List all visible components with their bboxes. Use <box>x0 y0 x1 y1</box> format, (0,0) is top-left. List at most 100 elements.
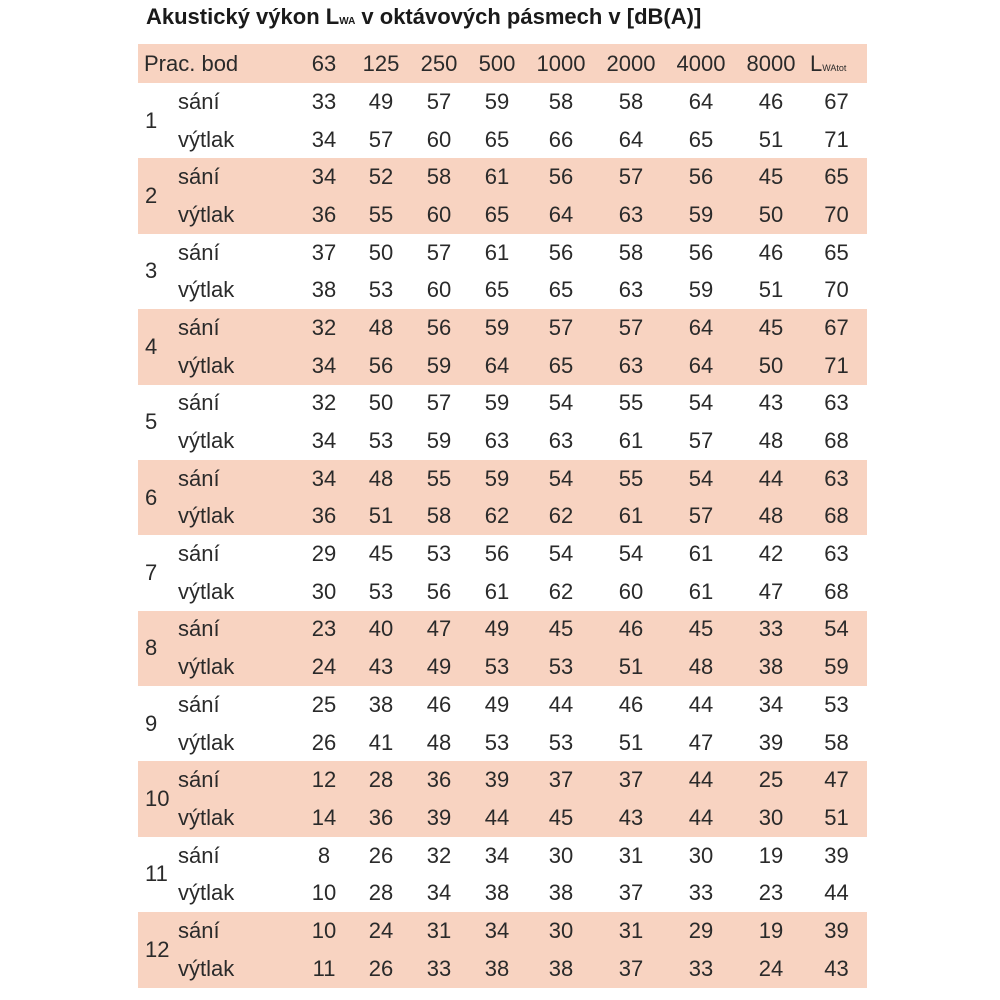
band-value-cell: 66 <box>548 126 574 152</box>
total-value-cell: 71 <box>824 126 849 152</box>
measurement-side-label: výtlak <box>178 428 235 454</box>
band-value-cell: 56 <box>666 158 737 197</box>
band-value-cell: 62 <box>526 497 597 536</box>
band-value-cell: 56 <box>410 309 469 347</box>
working-point-number: 8 <box>138 610 178 686</box>
band-value-cell: 26 <box>352 949 411 988</box>
band-value-cell: 56 <box>352 346 411 385</box>
total-value-cell: 65 <box>824 239 849 265</box>
working-point-number: 12 <box>138 912 178 988</box>
table-row: 2 sání 34 52 58 61 56 57 56 45 65 <box>138 158 868 234</box>
band-value-cell: 63 <box>548 428 574 454</box>
band-value-cell: 53 <box>368 277 394 303</box>
measurement-side-label: výtlak <box>178 126 235 152</box>
measurement-side-label: sání <box>178 459 297 498</box>
band-value-cell: 30 <box>688 842 714 868</box>
band-value-cell: 53 <box>368 428 394 454</box>
band-value-cell: 38 <box>548 880 574 906</box>
band-value-cell: 44 <box>468 799 527 837</box>
band-value-cell: 8 <box>317 842 331 868</box>
band-value-cell: 65 <box>468 196 527 234</box>
measurement-side-label: sání <box>178 610 297 649</box>
band-value-cell: 33 <box>311 88 337 114</box>
header-band: 63 <box>296 44 353 83</box>
band-value-cell: 45 <box>736 158 807 197</box>
band-value-cell: 64 <box>618 126 644 152</box>
band-value-cell: 54 <box>548 541 574 567</box>
band-value-cell: 59 <box>468 309 527 347</box>
band-value-cell: 10 <box>296 912 353 950</box>
band-value-cell: 34 <box>296 459 353 498</box>
measurement-side-label: výtlak <box>178 648 297 686</box>
band-value-cell: 53 <box>526 648 597 686</box>
working-point-number: 9 <box>145 710 158 736</box>
working-point-number: 1 <box>145 107 158 133</box>
band-value-cell: 57 <box>426 390 452 416</box>
band-value-cell: 61 <box>618 428 644 454</box>
band-value-cell: 65 <box>526 346 597 385</box>
band-value-cell: 19 <box>736 912 807 950</box>
measurement-side-label: sání <box>178 88 220 114</box>
band-value-cell: 46 <box>758 239 784 265</box>
band-value-cell: 38 <box>526 949 597 988</box>
band-value-cell: 60 <box>618 578 644 604</box>
band-value-cell: 58 <box>410 158 469 197</box>
band-value-cell: 38 <box>368 691 394 717</box>
band-value-cell: 45 <box>526 799 597 837</box>
band-value-cell: 34 <box>758 691 784 717</box>
band-value-cell: 26 <box>368 842 394 868</box>
band-value-cell: 57 <box>368 126 394 152</box>
band-value-cell: 46 <box>596 610 667 649</box>
band-value-cell: 49 <box>484 691 510 717</box>
band-value-cell: 48 <box>666 648 737 686</box>
band-value-cell: 39 <box>410 799 469 837</box>
title-subscript: WA <box>339 16 356 27</box>
working-point-number: 7 <box>145 559 158 585</box>
band-value-cell: 19 <box>758 842 784 868</box>
header-band: 4000 <box>666 44 737 83</box>
measurement-side-label: výtlak <box>178 277 235 303</box>
band-value-cell: 58 <box>548 88 574 114</box>
band-value-cell: 34 <box>426 880 452 906</box>
total-value-cell: 63 <box>806 459 868 498</box>
band-value-cell: 30 <box>526 912 597 950</box>
header-band: 500 <box>468 44 527 83</box>
band-value-cell: 51 <box>758 277 784 303</box>
total-value-cell: 39 <box>806 912 868 950</box>
table-row: 4 sání 32 48 56 59 57 57 64 45 67 <box>138 309 868 385</box>
band-value-cell: 64 <box>468 346 527 385</box>
band-value-cell: 36 <box>296 196 353 234</box>
band-value-cell: 60 <box>426 277 452 303</box>
band-value-cell: 57 <box>426 239 452 265</box>
band-value-cell: 11 <box>296 949 353 988</box>
working-point-number: 4 <box>138 309 178 385</box>
band-value-cell: 38 <box>736 648 807 686</box>
band-value-cell: 32 <box>296 309 353 347</box>
band-value-cell: 24 <box>736 949 807 988</box>
total-value-cell: 47 <box>806 761 868 800</box>
band-value-cell: 49 <box>468 610 527 649</box>
table-row: 10 sání 12 28 36 39 37 37 44 25 47 <box>138 761 868 837</box>
band-value-cell: 30 <box>736 799 807 837</box>
band-value-cell: 51 <box>352 497 411 536</box>
band-value-cell: 44 <box>736 459 807 498</box>
band-value-cell: 53 <box>368 578 394 604</box>
table-row: 6 sání 34 48 55 59 54 55 54 44 63 <box>138 459 868 536</box>
band-value-cell: 34 <box>296 158 353 197</box>
title-suffix: v oktávových pásmech v [dB(A)] <box>355 4 702 29</box>
band-value-cell: 57 <box>596 309 667 347</box>
band-value-cell: 58 <box>618 239 644 265</box>
total-value-cell: 70 <box>824 277 849 303</box>
header-working-point: Prac. bod <box>138 44 297 83</box>
table-body: 1 sání 33 49 57 59 58 58 64 46 67 výtlak 34 57 60 65 66 6… <box>138 83 868 988</box>
band-value-cell: 28 <box>352 761 411 800</box>
band-value-cell: 55 <box>410 459 469 498</box>
band-value-cell: 31 <box>410 912 469 950</box>
total-value-cell: 68 <box>824 428 849 454</box>
band-value-cell: 57 <box>596 158 667 197</box>
band-value-cell: 65 <box>548 277 574 303</box>
band-value-cell: 61 <box>688 578 714 604</box>
band-value-cell: 45 <box>368 541 394 567</box>
band-value-cell: 56 <box>526 158 597 197</box>
working-point-number: 5 <box>145 409 158 435</box>
